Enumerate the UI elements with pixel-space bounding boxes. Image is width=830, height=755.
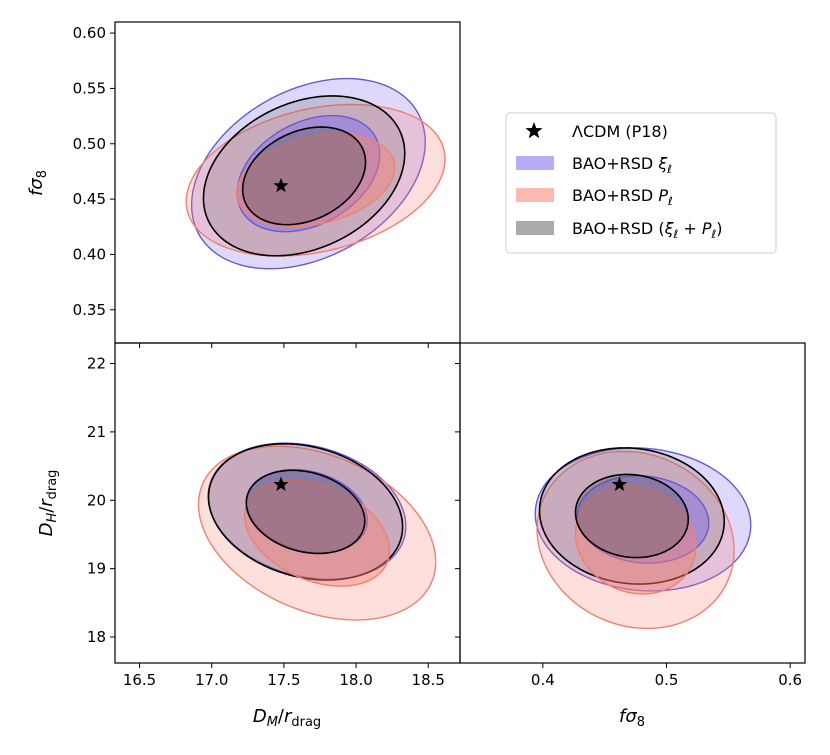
x-tick-label: 18.5 — [412, 671, 445, 689]
y-tick-label: 20 — [87, 491, 106, 509]
contour-pk-outer — [536, 450, 735, 630]
legend-swatch-comb — [516, 221, 554, 235]
y-tick-label: 18 — [87, 628, 106, 646]
y-tick-label: 0.35 — [73, 301, 106, 319]
panel-DH-vs-fsigma8: 0.4 0.5 0.6 — [455, 342, 806, 689]
contour-xi-outer — [534, 447, 752, 592]
y-tick-label: 19 — [87, 560, 106, 578]
x-tick-label: 17.0 — [195, 671, 228, 689]
x-tick-label: 0.6 — [778, 671, 802, 689]
contours — [185, 77, 446, 270]
x-axis-label-DM: DM/rdrag — [253, 706, 321, 730]
fiducial-star-marker — [273, 476, 289, 492]
axis-labels: DM/rdrag fσ8 fσ8 DH/rdrag — [26, 170, 645, 730]
y-tick-label: 0.40 — [73, 245, 106, 263]
contours — [534, 447, 752, 630]
fiducial-star-marker — [611, 476, 628, 492]
contour-comb-outer — [538, 447, 726, 585]
y-tick-label: 22 — [87, 355, 106, 373]
legend-label-fid: ΛCDM (P18) — [572, 122, 668, 141]
panel-DH-vs-DM: 18 19 20 21 22 16.5 17.0 17.5 18.0 18.5 — [87, 342, 461, 689]
contours — [197, 442, 437, 621]
x-tick-label: 0.4 — [531, 671, 555, 689]
contour-comb-inner — [245, 469, 366, 555]
x-tick-label: 16.5 — [123, 671, 156, 689]
y-tick-label: 21 — [87, 423, 106, 441]
contour-comb-inner — [241, 126, 367, 226]
contour-pk-inner — [235, 133, 396, 228]
contour-xi-inner — [576, 475, 710, 564]
contour-comb-inner — [574, 473, 690, 559]
legend-box — [505, 112, 777, 254]
panel-fsigma8-vs-DM: 0.35 0.40 0.45 0.50 0.55 0.60 — [73, 21, 461, 348]
fiducial-star-marker — [273, 177, 289, 193]
legend: ΛCDM (P18) BAO+RSD ξℓ BAO+RSD Pℓ BAO+RSD (ξ… — [505, 112, 777, 254]
y-tick-label: 0.50 — [73, 135, 106, 153]
x-tick-label: 17.5 — [267, 671, 300, 689]
contour-pk-inner — [243, 479, 391, 587]
legend-label-comb: BAO+RSD (ξℓ + Pℓ) — [572, 219, 723, 241]
contour-pk-inner — [574, 485, 697, 595]
legend-star-icon — [525, 122, 543, 139]
y-tick-label: 0.55 — [73, 79, 106, 97]
x-tick-label: 18.0 — [339, 671, 372, 689]
legend-label-xi: BAO+RSD ξℓ — [572, 154, 672, 176]
y-axis-label-DH: DH/rdrag — [36, 470, 60, 537]
legend-label-pk: BAO+RSD Pℓ — [572, 186, 673, 208]
x-axis-label-fsigma8: fσ8 — [619, 706, 645, 730]
contour-pk-outer — [185, 103, 446, 257]
y-tick-label: 0.45 — [73, 190, 106, 208]
legend-swatch-pk — [516, 188, 554, 202]
y-axis-label-fsigma8: fσ8 — [26, 170, 50, 196]
x-tick-label: 0.5 — [655, 671, 679, 689]
panel-frame — [459, 342, 806, 664]
legend-swatch-xi — [516, 156, 554, 170]
y-tick-label: 0.60 — [73, 24, 106, 42]
